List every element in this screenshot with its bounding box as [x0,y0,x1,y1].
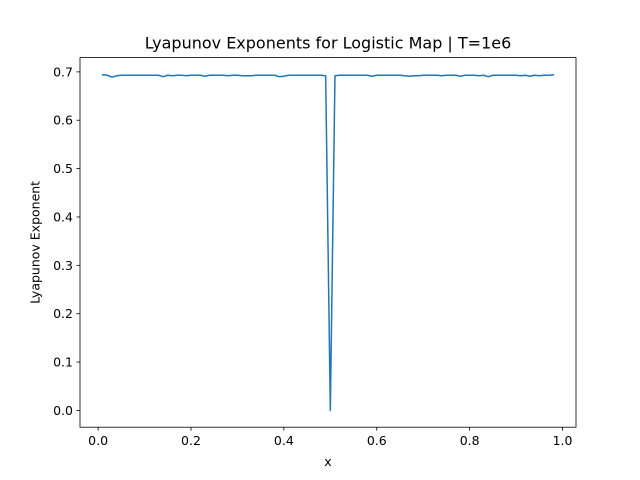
y-tick-label: 0.7 [53,64,73,79]
y-tick-label: 0.6 [53,113,73,128]
axis-ticks: 0.0 0.2 0.4 0.6 0.8 1.0 0.0 0.1 0.2 0.3 0.4 0.5 0.6 0… [53,64,572,448]
series-line [101,73,555,412]
plot-data [101,73,555,412]
x-tick-label: 1.0 [553,433,573,448]
x-tick-label: 0.0 [88,433,108,448]
x-tick-label: 0.8 [460,433,480,448]
x-axis-label: x [324,454,331,469]
y-tick-label: 0.3 [53,258,73,273]
y-tick-label: 0.4 [53,209,73,224]
y-tick-label: 0.1 [53,355,73,370]
y-tick-label: 0.2 [53,306,73,321]
x-tick-label: 0.2 [181,433,201,448]
plot-frame [79,57,577,428]
chart-title: Lyapunov Exponents for Logistic Map | T=… [145,34,512,53]
y-tick-label: 0.0 [53,403,73,418]
x-tick-label: 0.4 [274,433,294,448]
y-axis-label: Lyapunov Exponent [28,181,43,304]
x-tick-label: 0.6 [367,433,387,448]
y-tick-label: 0.5 [53,161,73,176]
series-0 [101,73,555,412]
